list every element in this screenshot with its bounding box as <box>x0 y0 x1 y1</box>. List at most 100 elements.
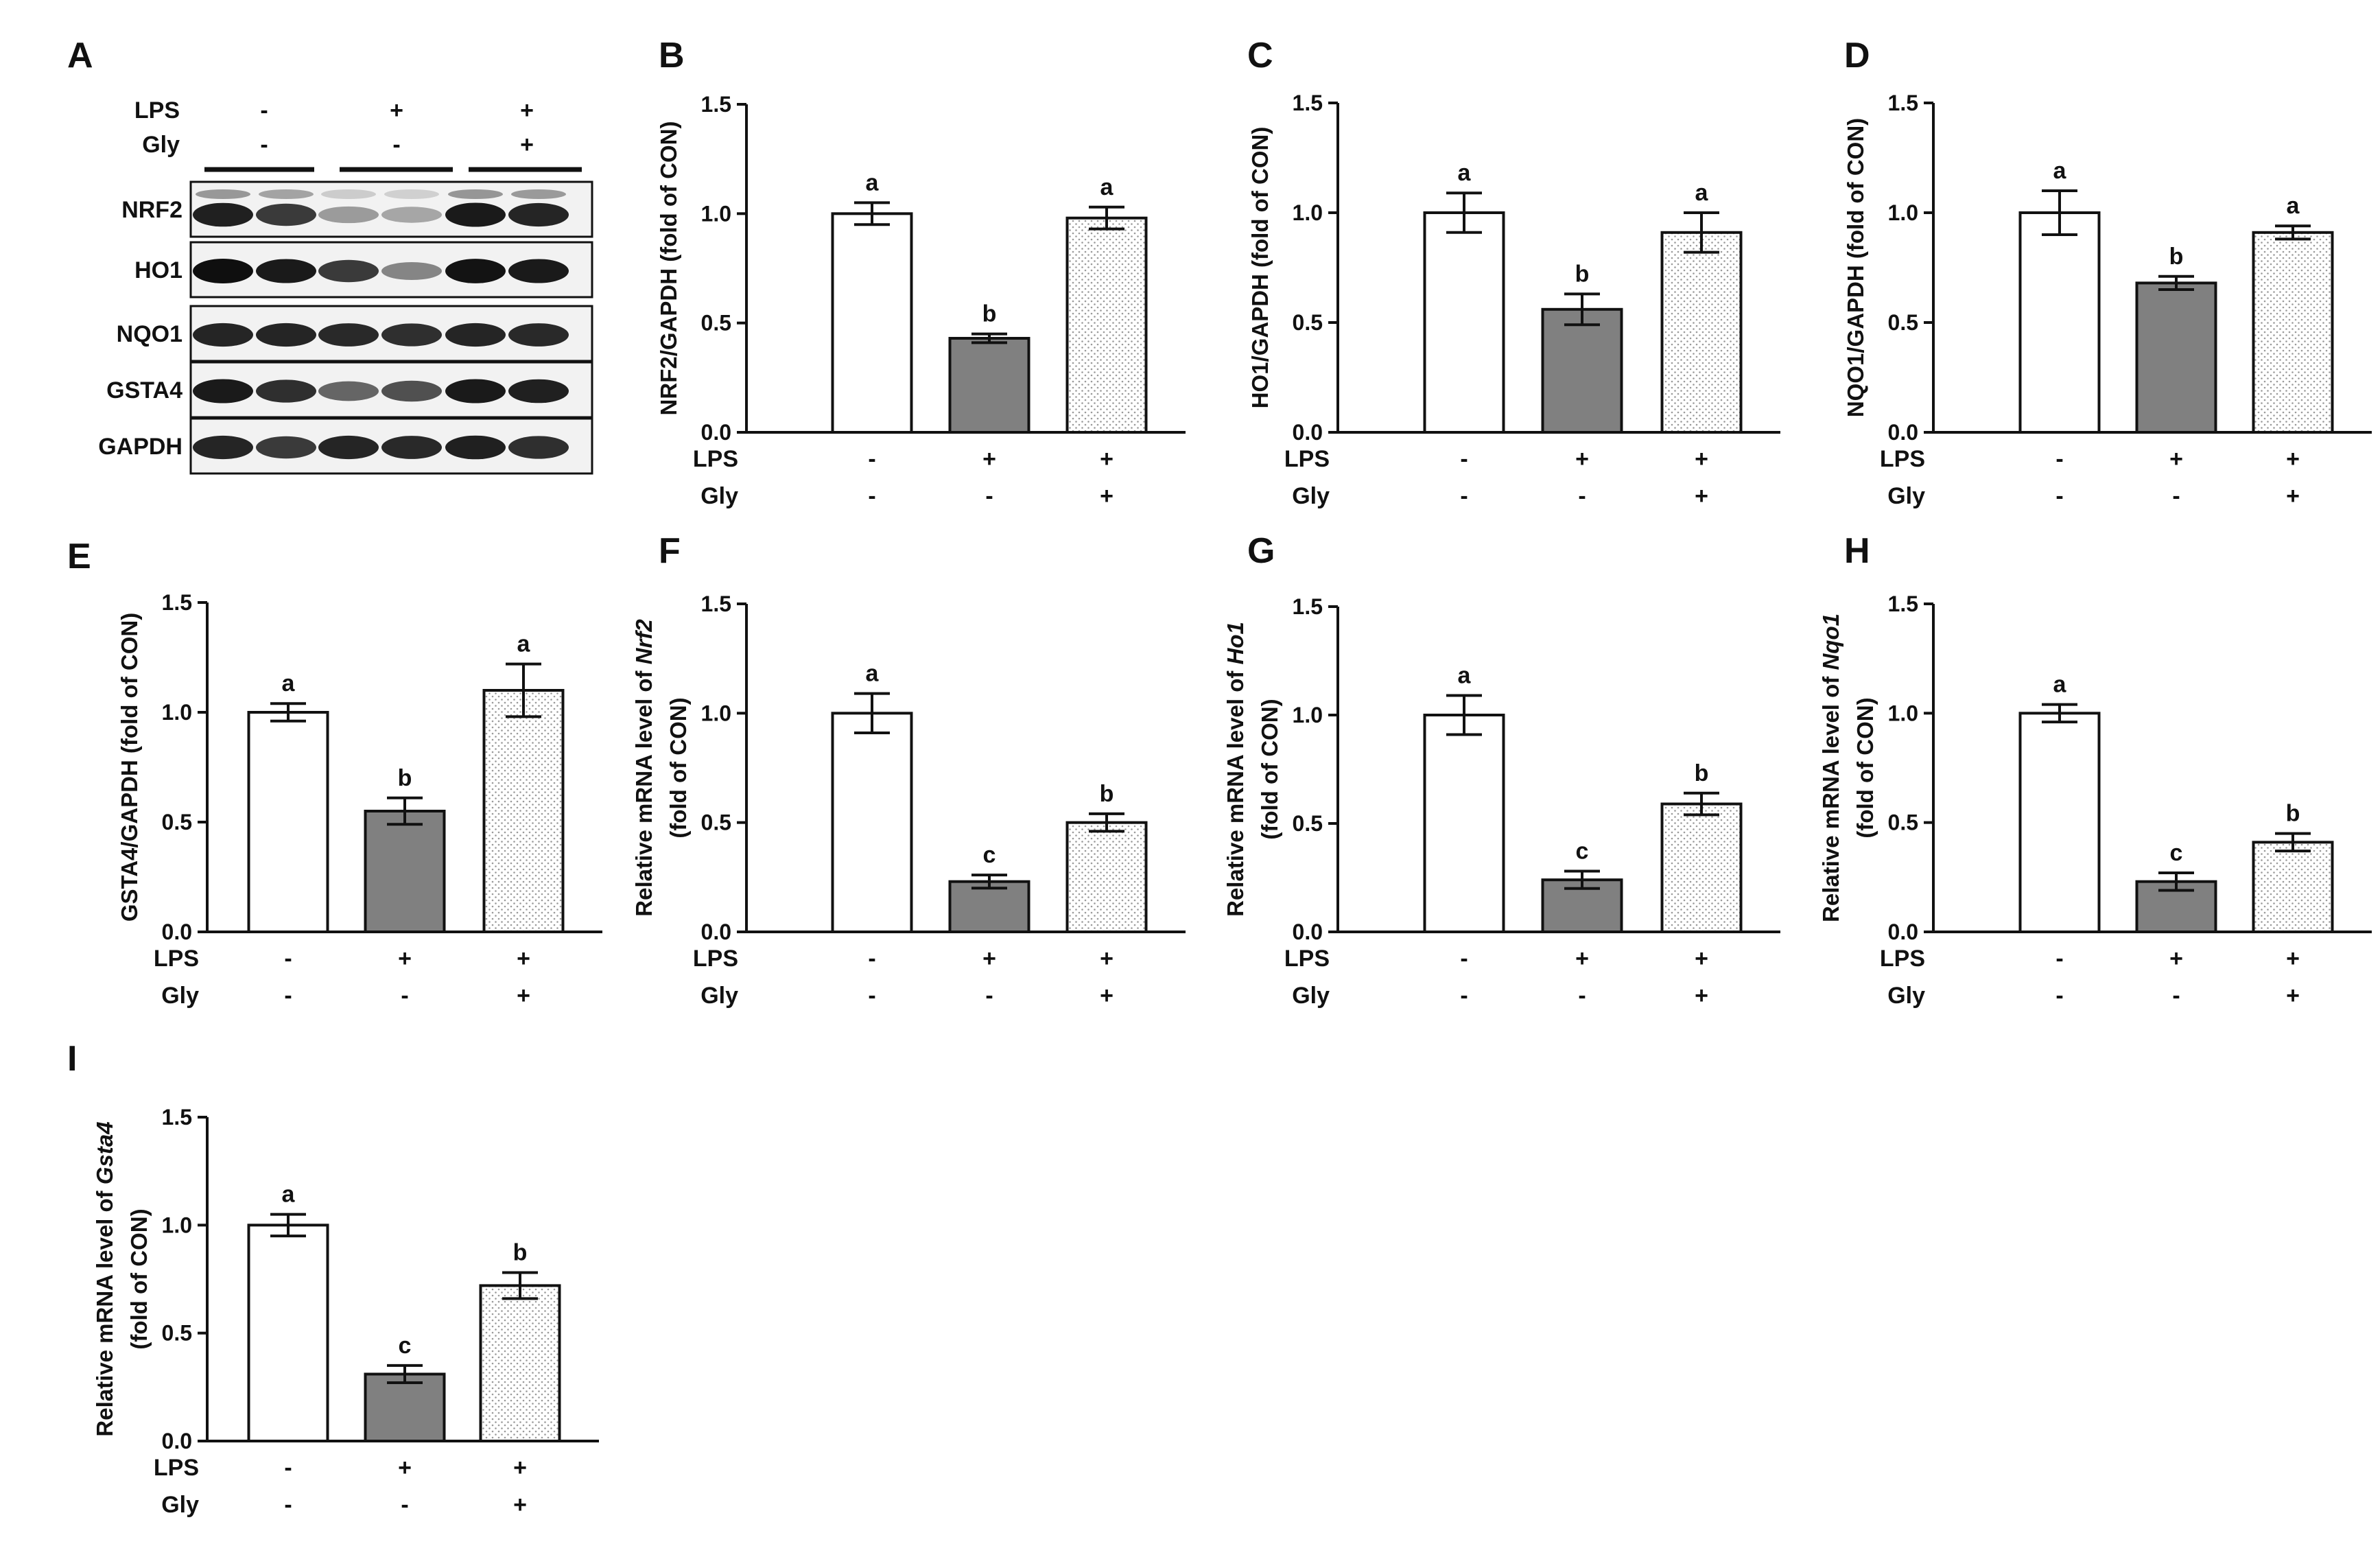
blot-band <box>318 381 379 401</box>
significance-letter: b <box>2286 801 2300 827</box>
bar <box>2018 712 2101 934</box>
chart-panel-f: F 0.0 0.5 1.0 1.5 Relative mRNA level of Nrf2… <box>631 531 1186 1009</box>
condition-sign: - <box>2055 946 2063 972</box>
condition-sign: - <box>1578 483 1586 509</box>
bar <box>1065 821 1148 933</box>
panel-label-G: G <box>1247 531 1275 571</box>
condition-sign: - <box>985 983 993 1009</box>
y-axis-label-line1: Relative mRNA level of Nrf2 <box>631 619 657 917</box>
y-tick-label: 1.0 <box>1888 200 1918 225</box>
condition-sign: - <box>2172 483 2180 509</box>
blot-header-sign: + <box>390 97 403 124</box>
blot-band-upper <box>259 189 314 199</box>
blot-band <box>193 259 253 283</box>
blot-band <box>256 436 316 459</box>
condition-sign: + <box>1695 983 1708 1009</box>
condition-sign: + <box>1695 946 1708 972</box>
condition-sign: + <box>1100 446 1114 472</box>
condition-sign: - <box>284 946 292 972</box>
significance-letter: a <box>282 1182 296 1208</box>
y-axis-label-line1: Relative mRNA level of Nqo1 <box>1818 613 1843 922</box>
bar <box>247 711 329 933</box>
condition-sign: + <box>2286 983 2300 1009</box>
condition-label-gly: Gly <box>700 983 738 1009</box>
y-tick-label: 1.5 <box>162 1105 192 1130</box>
blot-band <box>445 202 506 227</box>
y-tick-label: 0.0 <box>162 1429 192 1453</box>
chart-panel-h: H 0.0 0.5 1.0 1.5 Relative mRNA level of Nqo1… <box>1818 531 2372 1009</box>
y-tick-label: 1.5 <box>1293 594 1323 619</box>
significance-letter: a <box>517 631 531 657</box>
western-blot-panel: A LPS - + + Gly - - + NRF2 HO1 NQO1 GSTA4 GAPDH <box>67 36 593 475</box>
panel-label-I: I <box>67 1039 77 1079</box>
significance-letter: b <box>2169 244 2184 270</box>
y-tick-label: 0.0 <box>1888 920 1918 944</box>
condition-sign: + <box>982 446 996 472</box>
bar <box>831 212 913 434</box>
y-tick-label: 1.0 <box>701 701 731 725</box>
y-tick-label: 1.0 <box>162 700 192 725</box>
significance-letter: a <box>1100 174 1114 200</box>
blot-band <box>193 202 253 227</box>
condition-sign: - <box>868 446 875 472</box>
panel-label-B: B <box>659 36 685 75</box>
condition-sign: + <box>517 983 530 1009</box>
blot-header-sign: - <box>392 132 400 158</box>
blot-band-upper <box>321 189 376 199</box>
y-tick-label: 0.0 <box>1888 420 1918 445</box>
significance-letter: a <box>2053 672 2067 698</box>
condition-sign: + <box>2286 446 2300 472</box>
y-axis-label: Relative mRNA level of Nqo1 (fold of CON) <box>1818 613 1878 922</box>
bar <box>482 689 565 933</box>
condition-sign: + <box>517 946 530 972</box>
significance-letter: b <box>1575 261 1590 287</box>
blot-band <box>318 259 379 283</box>
condition-label-lps: LPS <box>693 446 738 472</box>
blot-strip-nrf2: NRF2 <box>121 180 593 238</box>
condition-sign: + <box>982 946 996 972</box>
blot-header-sign: + <box>520 132 534 158</box>
blot-band-upper <box>196 189 250 199</box>
condition-label-gly: Gly <box>1292 983 1330 1009</box>
y-axis-label-line2: (fold of CON) <box>665 697 691 838</box>
condition-label-lps: LPS <box>1880 446 1925 472</box>
condition-sign: - <box>284 1455 292 1481</box>
significance-letter: a <box>2053 158 2067 184</box>
condition-sign: - <box>401 1492 408 1518</box>
panel-label-F: F <box>659 531 681 571</box>
blot-header-sign: - <box>260 132 268 158</box>
blot-band <box>318 323 379 347</box>
bar <box>1423 211 1505 434</box>
condition-sign: + <box>1695 483 1708 509</box>
y-tick-label: 0.5 <box>1888 810 1918 835</box>
condition-label-lps: LPS <box>693 946 738 972</box>
blot-band <box>381 261 442 281</box>
y-tick-label: 1.0 <box>1888 701 1918 725</box>
significance-letter: a <box>1695 180 1709 206</box>
y-tick-label: 0.5 <box>701 311 731 336</box>
bar <box>2252 841 2334 934</box>
blot-label-nrf2: NRF2 <box>121 197 182 223</box>
condition-sign: + <box>513 1492 527 1518</box>
y-tick-label: 0.0 <box>1293 420 1323 445</box>
blot-band <box>193 323 253 347</box>
blot-band-upper <box>511 189 566 199</box>
y-axis-label-line2: (fold of CON) <box>1257 699 1282 839</box>
y-axis-label-line1: Relative mRNA level of Ho1 <box>1223 622 1248 917</box>
condition-label-lps: LPS <box>1880 946 1925 972</box>
chart-panel-d: D 0.0 0.5 1.0 1.5 NQO1/GAPDH (fold of CON) a b a… <box>1843 36 2372 509</box>
condition-sign: + <box>1100 483 1114 509</box>
bar <box>1541 307 1623 434</box>
y-tick-label: 0.0 <box>162 920 192 944</box>
significance-letter: c <box>399 1333 412 1359</box>
significance-letter: c <box>1576 839 1589 865</box>
blot-strip-ho1: HO1 <box>134 241 593 299</box>
significance-letter: c <box>2170 840 2183 866</box>
blot-band <box>256 259 316 283</box>
condition-sign: - <box>1460 446 1468 472</box>
condition-sign: - <box>284 983 292 1009</box>
blot-label-nqo1: NQO1 <box>117 321 182 347</box>
blot-strip-gapdh: GAPDH <box>98 417 593 475</box>
condition-sign: - <box>401 983 408 1009</box>
y-tick-label: 1.5 <box>701 592 731 616</box>
